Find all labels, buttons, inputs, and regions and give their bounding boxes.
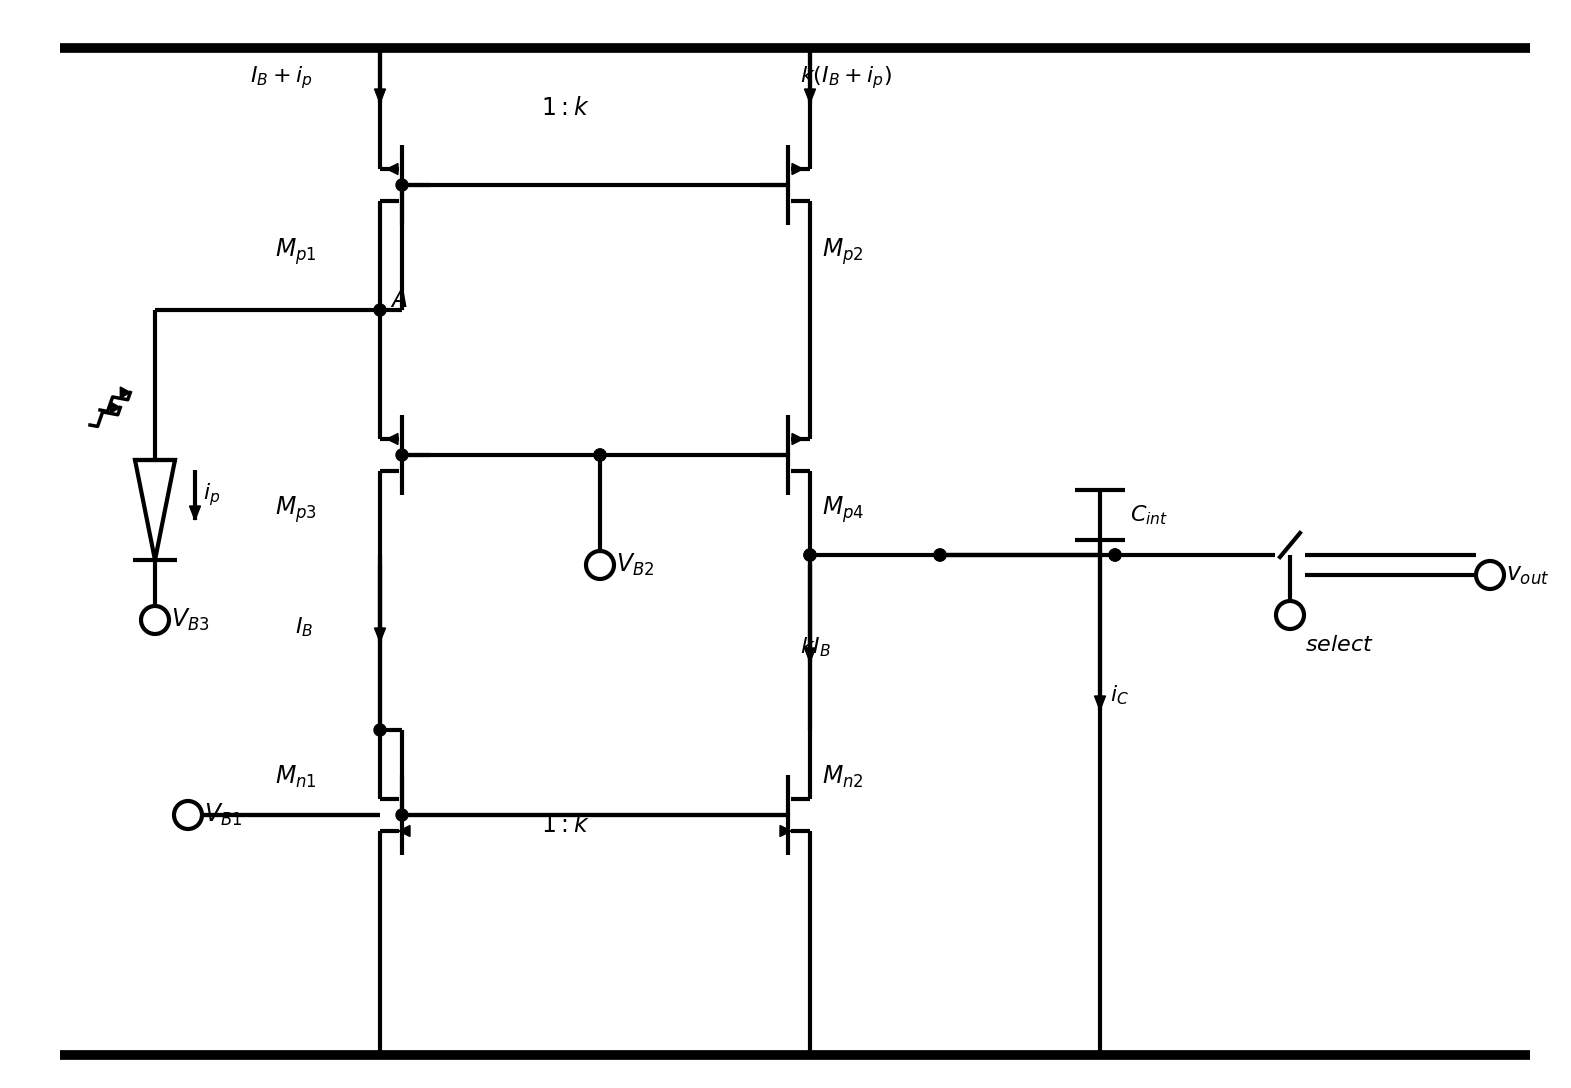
Text: $1:k$: $1:k$ [540, 813, 589, 837]
Circle shape [1477, 561, 1503, 589]
Circle shape [804, 549, 815, 561]
Polygon shape [374, 628, 385, 642]
Circle shape [1109, 549, 1122, 561]
Text: $M_{p2}$: $M_{p2}$ [822, 237, 864, 268]
Text: $M_{p3}$: $M_{p3}$ [275, 495, 317, 526]
Polygon shape [110, 401, 121, 413]
Text: $I_B$: $I_B$ [295, 615, 313, 639]
Text: $M_{p1}$: $M_{p1}$ [275, 237, 317, 268]
Circle shape [396, 180, 408, 191]
Polygon shape [779, 826, 792, 837]
Circle shape [594, 449, 606, 461]
Text: $M_{n2}$: $M_{n2}$ [822, 764, 864, 790]
Circle shape [396, 449, 408, 461]
Text: $i_p$: $i_p$ [203, 482, 220, 508]
Text: $M_{n1}$: $M_{n1}$ [275, 764, 317, 790]
Text: $k(I_B+i_p)$: $k(I_B+i_p)$ [800, 64, 892, 91]
Circle shape [935, 549, 946, 561]
Polygon shape [792, 433, 803, 445]
Text: $i_C$: $i_C$ [1111, 683, 1130, 707]
Circle shape [1276, 601, 1304, 629]
Polygon shape [804, 89, 815, 103]
Polygon shape [386, 163, 397, 174]
Polygon shape [121, 387, 130, 398]
Text: $M_{p4}$: $M_{p4}$ [822, 495, 864, 526]
Circle shape [586, 551, 614, 579]
Circle shape [804, 549, 815, 561]
Polygon shape [386, 433, 397, 445]
Circle shape [174, 801, 203, 829]
Text: $I_B+i_p$: $I_B+i_p$ [250, 64, 313, 91]
Polygon shape [1095, 696, 1106, 710]
Circle shape [1109, 549, 1122, 561]
Circle shape [141, 606, 170, 634]
Text: $select$: $select$ [1306, 634, 1373, 656]
Text: $v_{out}$: $v_{out}$ [1507, 562, 1549, 588]
Text: $C_{int}$: $C_{int}$ [1130, 503, 1169, 527]
Text: $V_{B1}$: $V_{B1}$ [204, 802, 242, 828]
Polygon shape [804, 648, 815, 662]
Polygon shape [792, 163, 803, 174]
Polygon shape [190, 506, 201, 520]
Circle shape [396, 809, 408, 821]
Text: $kI_B$: $kI_B$ [800, 635, 831, 659]
Circle shape [374, 724, 386, 735]
Text: $1:k$: $1:k$ [540, 96, 589, 120]
Circle shape [935, 549, 946, 561]
Polygon shape [399, 826, 410, 837]
Text: $A$: $A$ [390, 288, 408, 312]
Polygon shape [374, 89, 385, 103]
Text: $V_{B3}$: $V_{B3}$ [171, 607, 209, 633]
Circle shape [374, 304, 386, 316]
Circle shape [594, 449, 606, 461]
Text: $V_{B2}$: $V_{B2}$ [616, 552, 655, 578]
